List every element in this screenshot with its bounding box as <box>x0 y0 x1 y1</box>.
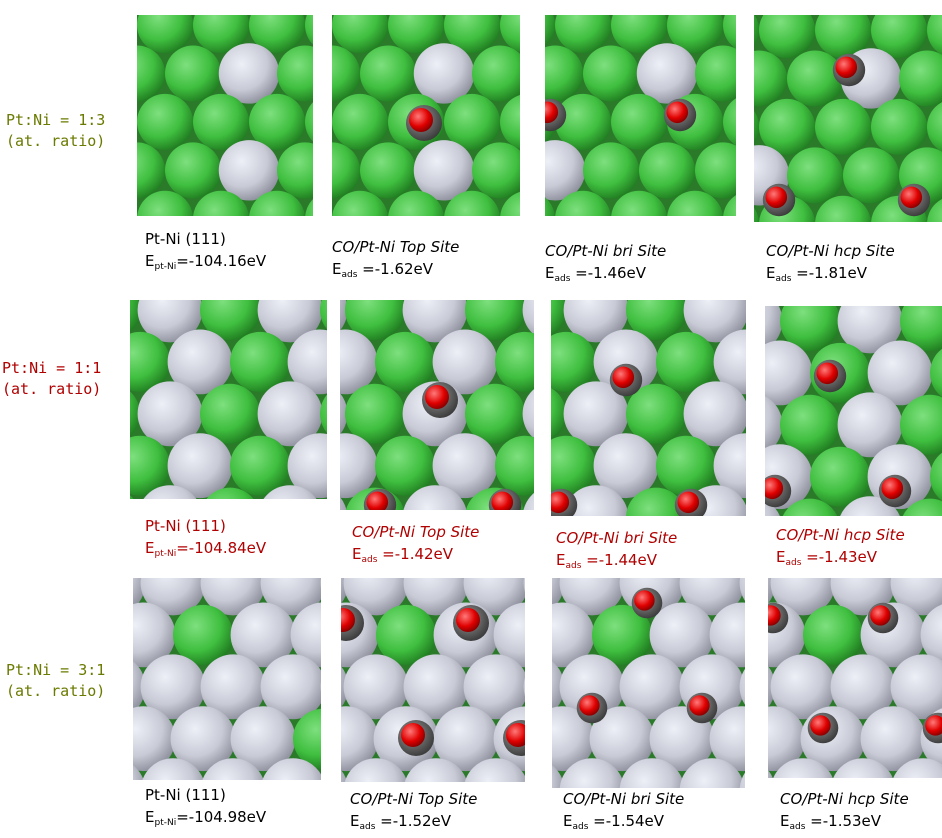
caption-r3-clean: Pt-Ni (111) Ept-Ni=-104.98eV <box>145 784 266 834</box>
caption-title: CO/Pt-Ni bri Site <box>545 240 666 262</box>
oxygen-atom <box>689 695 709 715</box>
ni-atom <box>611 94 667 150</box>
caption-energy: Eads =-1.54eV <box>563 810 684 838</box>
pt-atom <box>414 140 474 200</box>
caption-title: Pt-Ni (111) <box>145 228 266 250</box>
caption-energy: Eads =-1.62eV <box>332 258 459 286</box>
pt-atom <box>414 43 474 103</box>
ni-atom <box>360 45 416 101</box>
caption-title: CO/Pt-Ni Top Site <box>352 521 479 543</box>
caption-r3-hcp: CO/Pt-Ni hcp Site Eads =-1.53eV <box>780 788 909 838</box>
caption-r1-hcp: CO/Pt-Ni hcp Site Eads =-1.81eV <box>766 240 895 290</box>
panel-r2-top <box>340 300 534 510</box>
caption-energy: Eads =-1.52eV <box>350 810 477 838</box>
caption-energy: Eads =-1.43eV <box>776 546 905 574</box>
panel-r2-clean <box>130 300 327 499</box>
caption-r1-bri: CO/Pt-Ni bri Site Eads =-1.46eV <box>545 240 666 290</box>
panel-r3-bri <box>552 578 745 788</box>
row-label-1-unit: (at. ratio) <box>6 131 105 152</box>
caption-energy: Ept-Ni=-104.84eV <box>145 537 266 565</box>
panel-r3-hcp <box>768 578 942 778</box>
oxygen-atom <box>456 608 480 632</box>
oxygen-atom <box>901 187 923 209</box>
ni-atom <box>137 94 193 150</box>
ni-atom <box>815 99 871 155</box>
caption-title: CO/Pt-Ni Top Site <box>332 236 459 258</box>
panel-r1-top <box>332 15 520 216</box>
caption-r3-top: CO/Pt-Ni Top Site Eads =-1.52eV <box>350 788 477 838</box>
panel-r1-clean <box>137 15 313 216</box>
row-label-3: Pt:Ni = 3:1 (at. ratio) <box>6 660 105 702</box>
ni-atom <box>332 94 388 150</box>
caption-energy: Eads =-1.46eV <box>545 262 666 290</box>
oxygen-atom <box>810 715 830 735</box>
ni-atom <box>360 142 416 198</box>
caption-energy: Eads =-1.81eV <box>766 262 895 290</box>
ni-atom <box>583 142 639 198</box>
ni-atom <box>165 142 221 198</box>
oxygen-atom <box>579 695 599 715</box>
caption-energy: Eads =-1.42eV <box>352 543 479 571</box>
caption-title: CO/Pt-Ni hcp Site <box>766 240 895 262</box>
caption-r3-bri: CO/Pt-Ni bri Site Eads =-1.54eV <box>563 788 684 838</box>
ni-atom <box>165 45 221 101</box>
caption-energy: Ept-Ni=-104.16eV <box>145 250 266 278</box>
ni-atom <box>843 147 899 203</box>
caption-r1-top: CO/Pt-Ni Top Site Eads =-1.62eV <box>332 236 459 286</box>
pt-atom <box>219 140 279 200</box>
pt-atom <box>637 43 697 103</box>
row-label-2-ratio: Pt:Ni = 1:1 <box>2 358 101 379</box>
row-label-2: Pt:Ni = 1:1 (at. ratio) <box>2 358 101 400</box>
row-label-1: Pt:Ni = 1:3 (at. ratio) <box>6 110 105 152</box>
caption-title: CO/Pt-Ni hcp Site <box>776 524 905 546</box>
caption-title: CO/Pt-Ni hcp Site <box>780 788 909 810</box>
panel-r2-bri <box>551 300 746 516</box>
oxygen-atom <box>870 605 890 625</box>
panel-r1-bri <box>545 15 736 216</box>
caption-title: CO/Pt-Ni bri Site <box>563 788 684 810</box>
oxygen-atom <box>817 363 839 385</box>
panel-r3-top <box>341 578 525 782</box>
panel-r2-hcp <box>765 306 942 516</box>
caption-energy: Ept-Ni=-104.98eV <box>145 806 266 834</box>
oxygen-atom <box>634 590 654 610</box>
oxygen-atom <box>667 102 689 124</box>
ni-atom <box>871 99 927 155</box>
oxygen-atom <box>836 57 858 79</box>
row-label-3-unit: (at. ratio) <box>6 681 105 702</box>
panel-r1-hcp <box>754 15 942 222</box>
ni-atom <box>583 45 639 101</box>
caption-energy: Eads =-1.53eV <box>780 810 909 838</box>
oxygen-atom <box>678 492 700 514</box>
caption-energy: Eads =-1.44eV <box>556 549 677 577</box>
oxygen-atom <box>409 108 433 132</box>
row-label-3-ratio: Pt:Ni = 3:1 <box>6 660 105 681</box>
oxygen-atom <box>613 367 635 389</box>
row-label-1-ratio: Pt:Ni = 1:3 <box>6 110 105 131</box>
caption-r2-hcp: CO/Pt-Ni hcp Site Eads =-1.43eV <box>776 524 905 574</box>
row-label-2-unit: (at. ratio) <box>2 379 101 400</box>
oxygen-atom <box>766 187 788 209</box>
ni-atom <box>787 147 843 203</box>
caption-title: Pt-Ni (111) <box>145 515 266 537</box>
caption-title: CO/Pt-Ni bri Site <box>556 527 677 549</box>
panel-r3-clean <box>133 578 321 780</box>
caption-r2-bri: CO/Pt-Ni bri Site Eads =-1.44eV <box>556 527 677 577</box>
pt-atom <box>219 43 279 103</box>
oxygen-atom <box>401 723 425 747</box>
caption-title: CO/Pt-Ni Top Site <box>350 788 477 810</box>
caption-r2-clean: Pt-Ni (111) Ept-Ni=-104.84eV <box>145 515 266 565</box>
oxygen-atom <box>882 478 904 500</box>
ni-atom <box>639 142 695 198</box>
caption-title: Pt-Ni (111) <box>145 784 266 806</box>
caption-r2-top: CO/Pt-Ni Top Site Eads =-1.42eV <box>352 521 479 571</box>
oxygen-atom <box>425 385 449 409</box>
caption-r1-clean: Pt-Ni (111) Ept-Ni=-104.16eV <box>145 228 266 278</box>
ni-atom <box>787 50 843 106</box>
